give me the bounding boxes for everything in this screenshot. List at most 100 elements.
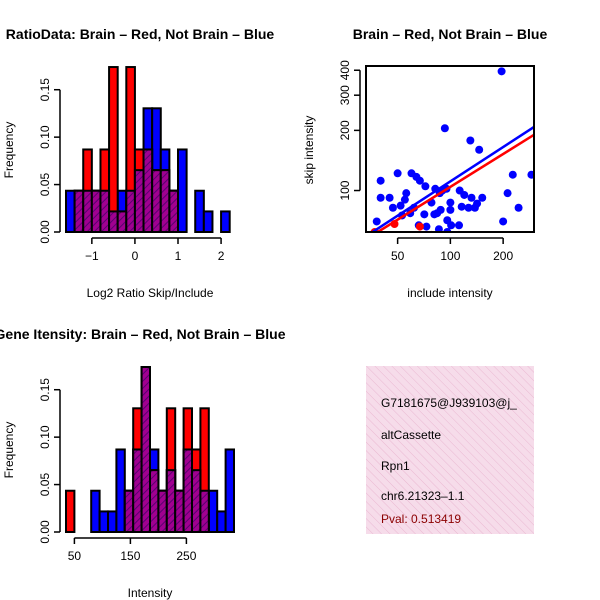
ratio-histogram: RatioData: Brain – Red, Not Brain – Blue… [2,26,274,300]
histogram-bar-not-brain [194,189,205,233]
scatter-point-not-brain [393,169,402,178]
y-tick-label: 0.00 [38,520,52,544]
scatter-point-not-brain [499,217,508,226]
scatter-y-axis-label: skip intensity [302,116,316,185]
scatter-point-not-brain [402,189,411,198]
scatter-x-tick-label: 200 [493,249,513,263]
scatter-point-not-brain [434,225,443,232]
regression-line-not-brain [370,125,534,232]
scatter-point-not-brain [421,182,430,191]
y-tick-label: 0.15 [38,78,52,102]
ratio-y-axis-label: Frequency [2,122,16,179]
scatter-point-not-brain [447,221,456,230]
histogram-bar-overlap [191,469,202,533]
scatter-point-not-brain [388,203,397,212]
scatter-point-not-brain [376,193,385,202]
histogram-bar-overlap [151,169,162,233]
histogram-bar-overlap [174,489,185,534]
x-tick-label: 1 [175,249,182,263]
scatter-point-not-brain [508,170,517,179]
scatter-point-brain [414,262,422,270]
scatter-point-brain [415,222,424,231]
info-location: chr6.21323–1.1 [381,489,465,503]
histogram-bar-overlap [142,148,154,233]
histogram-bar-overlap [182,448,194,533]
histogram-bar-overlap [140,366,152,533]
histogram-bar-not-brain [107,510,118,533]
scatter-point-brain [366,270,374,278]
histogram-bar-not-brain [224,448,236,533]
histogram-bar-not-brain [98,510,109,533]
histogram-bar-not-brain [220,210,231,233]
scatter-point-not-brain [466,136,475,145]
scatter-y-tick-label: 300 [338,85,352,105]
scatter-point-not-brain [396,201,405,210]
scatter-point-not-brain [478,193,487,202]
scatter-point-not-brain [420,210,429,219]
ratio-chart-title: RatioData: Brain – Red, Not Brain – Blue [6,26,275,42]
scatter-point-not-brain [372,217,381,226]
y-tick-label: 0.05 [38,473,52,497]
x-tick-label: 0 [132,249,139,263]
scatter-point-not-brain [514,203,523,212]
regression-line-brain [375,133,534,232]
histogram-bar-overlap [165,469,177,533]
scatter-point-brain [408,254,416,262]
scatter-point-not-brain [467,193,476,202]
scatter-point-not-brain [446,198,455,207]
histogram-bar-not-brain [115,448,126,533]
scatter-point-brain [405,278,413,286]
scatter-point-not-brain [457,202,466,211]
scatter-point-not-brain [400,195,409,204]
info-box-background [366,366,534,534]
y-tick-label: 0.10 [38,125,52,149]
histogram-bar-overlap [168,189,179,233]
scatter-point-brain [434,266,442,274]
scatter-point-not-brain [475,145,484,154]
histogram-bar-overlap [132,448,143,533]
scatter-chart-title: Brain – Red, Not Brain – Blue [353,26,548,42]
histogram-bar-not-brain [216,510,227,533]
scatter-point-brain [440,240,448,248]
info-probe-id: G7181675@J939103@j_ [381,396,517,410]
x-tick-label: 250 [176,549,196,563]
y-tick-label: 0.00 [38,220,52,244]
histogram-bar-overlap [82,189,93,233]
info-pval: Pval: 0.513419 [381,512,461,526]
histogram-bar-overlap [73,189,85,233]
scatter-point-brain [429,250,437,258]
y-tick-label: 0.10 [38,425,52,449]
scatter-point-not-brain [446,205,455,214]
info-event-type: altCassette [381,428,441,442]
x-tick-label: −1 [85,249,99,263]
intensity-x-axis-label: Intensity [128,586,173,600]
histogram-bar-not-brain [202,210,214,233]
scatter-point-not-brain [385,193,394,202]
scatter-point-not-brain [376,176,385,185]
intensity-y-axis-label: Frequency [2,422,16,479]
histogram-bar-not-brain [65,189,76,233]
scatter-y-tick-label: 400 [338,60,352,80]
scatter-x-axis-label: include intensity [407,286,492,300]
histogram-bar-overlap [159,169,171,233]
scatter-point-not-brain [422,222,431,231]
scatter-x-tick-label: 50 [391,249,405,263]
histogram-bar-not-brain [177,148,188,233]
histogram-bar-brain [108,66,119,233]
scatter-point-brain [434,235,442,243]
histogram-bar-overlap [99,189,111,233]
scatter-x-tick-label: 100 [440,249,460,263]
scatter-point-not-brain [470,203,479,212]
histogram-bar-overlap [157,489,168,534]
intensity-scatter-plot: Brain – Red, Not Brain – Blue 50 100 200 1… [302,26,547,300]
scatter-point-not-brain [433,209,442,218]
scatter-point-not-brain [455,221,464,230]
info-gene-name: Rpn1 [381,459,410,473]
scatter-y-tick-label: 100 [338,180,352,200]
event-info-box: G7181675@J939103@j_ altCassette Rpn1 chr… [366,366,534,534]
histogram-bar-not-brain [90,489,101,534]
scatter-point-brain [419,247,427,255]
histogram-bar-overlap [125,189,136,233]
histogram-bar-overlap [123,489,135,534]
